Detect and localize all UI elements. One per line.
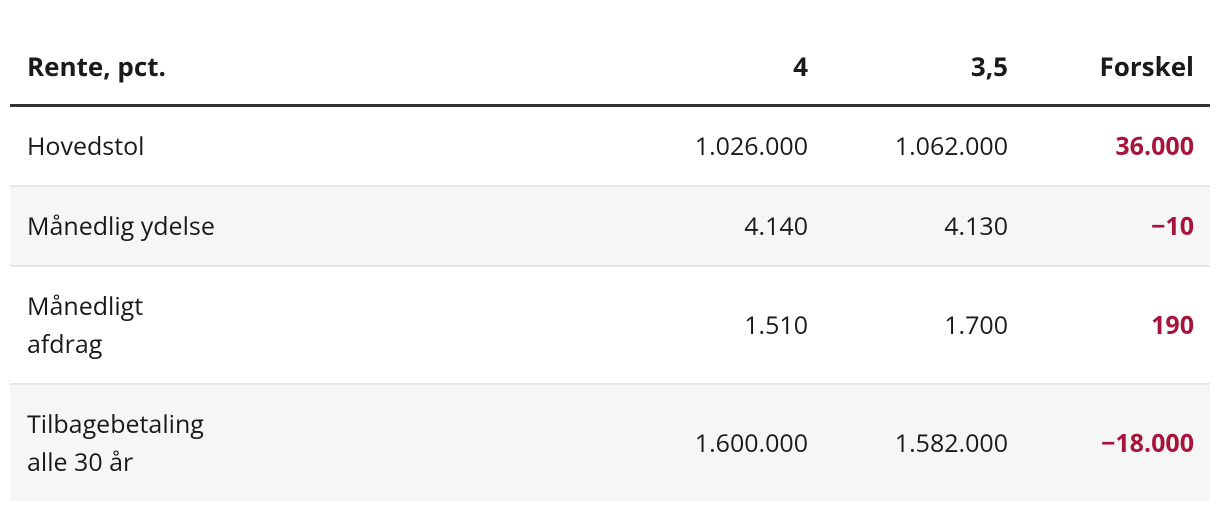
table-row: Hovedstol 1.026.000 1.062.000 36.000 (10, 107, 1210, 187)
label-cell: Månedlig ydelse (10, 207, 625, 245)
difference-cell: 190 (1151, 308, 1194, 342)
header-cell: Forskel (1099, 48, 1194, 84)
label-cell: Månedligt afdrag (10, 287, 625, 363)
label-line: Hovedstol (27, 129, 145, 163)
value-cell: 1.600.000 (694, 426, 808, 460)
table-row: Tilbagebetaling alle 30 år 1.600.000 1.582.… (10, 385, 1210, 501)
header-cell: 4 (793, 48, 808, 84)
table-row: Månedligt afdrag 1.510 1.700 190 (10, 267, 1210, 385)
value-cell: 1.700 (944, 308, 1008, 342)
table-row: Månedlig ydelse 4.140 4.130 −10 (10, 187, 1210, 267)
label-line: Tilbagebetaling (27, 407, 204, 441)
value-cell: 1.026.000 (694, 129, 808, 163)
label-line: afdrag (27, 327, 103, 361)
header-cell: 3,5 (970, 48, 1008, 84)
difference-cell: 36.000 (1115, 129, 1194, 163)
value-cell: 4.130 (944, 209, 1008, 243)
table: Rente, pct. 4 3,5 Forskel Hovedstol 1.026.000… (10, 30, 1210, 501)
label-line: Månedligt (27, 289, 144, 323)
label-cell: Tilbagebetaling alle 30 år (10, 405, 625, 481)
value-cell: 1.062.000 (894, 129, 1008, 163)
label-line: alle 30 år (27, 445, 134, 479)
header-row: Rente, pct. 4 3,5 Forskel (10, 30, 1210, 107)
label-line: Månedlig ydelse (27, 209, 215, 243)
label-cell: Hovedstol (10, 127, 625, 165)
difference-cell: −18.000 (1101, 426, 1194, 460)
difference-cell: −10 (1151, 209, 1194, 243)
value-cell: 4.140 (744, 209, 808, 243)
value-cell: 1.510 (744, 308, 808, 342)
header-cell: Rente, pct. (27, 48, 166, 84)
value-cell: 1.582.000 (894, 426, 1008, 460)
